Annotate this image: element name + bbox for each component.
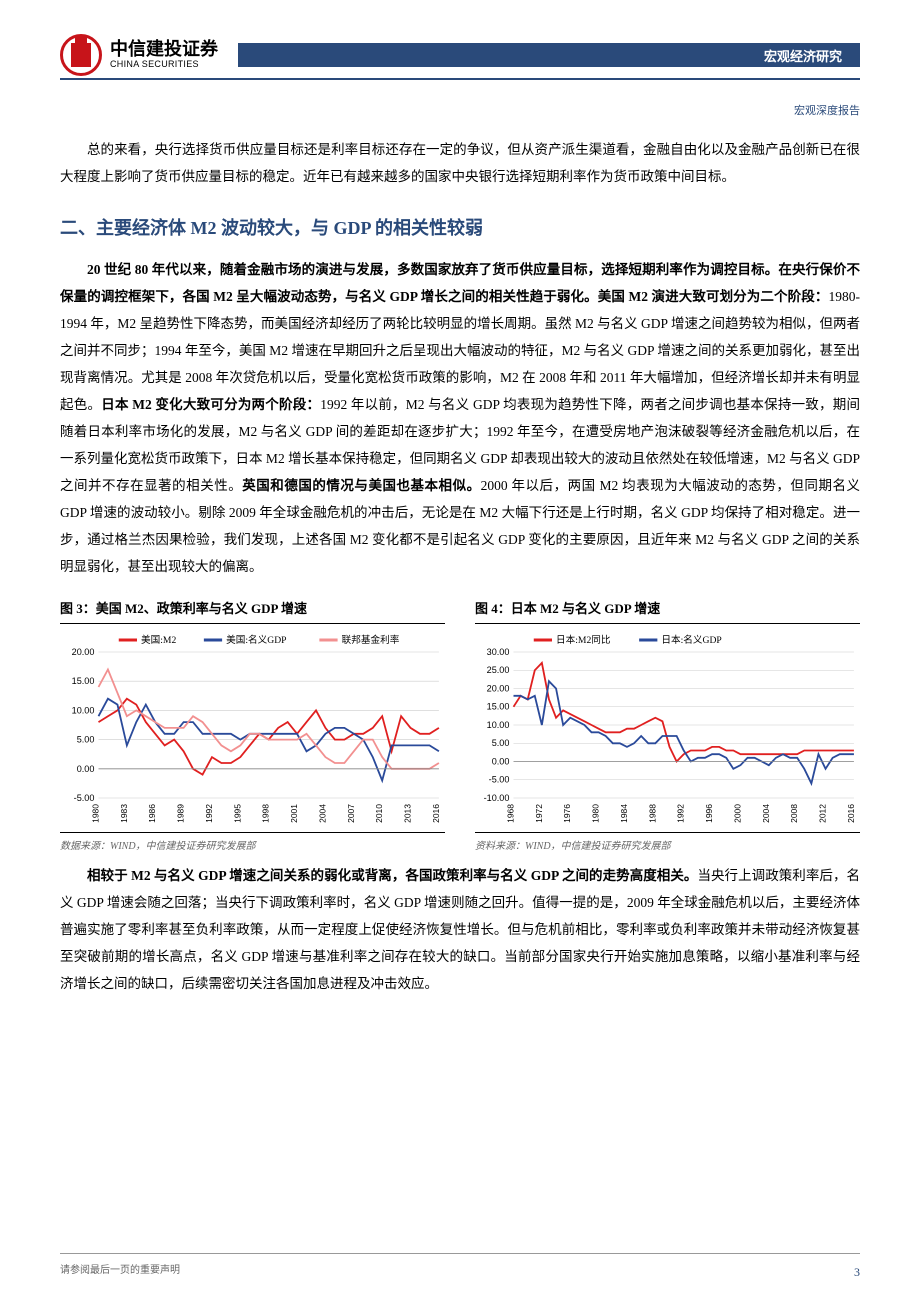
text-span: 1980-1994 年，M2 呈趋势性下降态势，而美国经济却经历了两轮比较明显的…	[60, 289, 860, 412]
svg-text:1988: 1988	[647, 804, 657, 823]
svg-text:美国:名义GDP: 美国:名义GDP	[226, 634, 286, 646]
chart-3-block: 图 3：美国 M2、政策利率与名义 GDP 增速 -5.00 0.00 5.00 10…	[60, 598, 445, 852]
svg-text:0.00: 0.00	[77, 764, 95, 774]
logo-en: CHINA SECURITIES	[110, 60, 218, 70]
svg-text:5.00: 5.00	[492, 738, 510, 748]
logo-cn: 中信建投证券	[110, 40, 218, 60]
svg-text:1995: 1995	[232, 804, 242, 823]
footer-disclaimer: 请参阅最后一页的重要声明	[60, 1265, 180, 1276]
divider	[475, 623, 860, 624]
footer: 请参阅最后一页的重要声明 3	[60, 1253, 860, 1278]
content: 总的来看，央行选择货币供应量目标还是利率目标还存在一定的争议，但从资产派生渠道看…	[0, 118, 920, 997]
svg-text:10.00: 10.00	[72, 705, 95, 715]
svg-text:1972: 1972	[534, 804, 544, 823]
svg-text:2001: 2001	[289, 804, 299, 823]
divider	[60, 1253, 860, 1254]
chart-3-source: 数据来源：WIND，中信建投证券研究发展部	[60, 837, 445, 852]
divider	[475, 832, 860, 833]
divider	[60, 623, 445, 624]
chart-3-canvas: -5.00 0.00 5.00 10.00 15.00 20.00 美国:M2 美国:名义GD…	[60, 630, 445, 830]
svg-text:2010: 2010	[374, 804, 384, 823]
logo-block: 中信建投证券 CHINA SECURITIES	[60, 34, 218, 76]
chart-4-source: 资料来源：WIND，中信建投证券研究发展部	[475, 837, 860, 852]
page-header: 中信建投证券 CHINA SECURITIES 宏观经济研究	[0, 0, 920, 90]
svg-text:-10.00: -10.00	[484, 793, 510, 803]
svg-text:1992: 1992	[204, 804, 214, 823]
section-title: 二、主要经济体 M2 波动较大，与 GDP 的相关性较弱	[60, 214, 860, 240]
svg-text:20.00: 20.00	[72, 647, 95, 657]
svg-text:2000: 2000	[732, 804, 742, 823]
svg-text:日本:M2同比: 日本:M2同比	[556, 634, 610, 646]
bold-span: 20 世纪 80 年代以来，随着金融市场的演进与发展，多数国家放弃了货币供应量目…	[87, 262, 778, 277]
header-underline	[60, 78, 860, 80]
svg-text:-5.00: -5.00	[489, 775, 510, 785]
header-bar-text: 宏观经济研究	[764, 46, 842, 65]
charts-row: 图 3：美国 M2、政策利率与名义 GDP 增速 -5.00 0.00 5.00 10…	[60, 598, 860, 852]
svg-text:1989: 1989	[176, 804, 186, 823]
svg-text:1998: 1998	[261, 804, 271, 823]
svg-text:2016: 2016	[846, 804, 856, 823]
svg-text:15.00: 15.00	[487, 702, 510, 712]
svg-text:-5.00: -5.00	[74, 793, 95, 803]
svg-text:1983: 1983	[119, 804, 129, 823]
svg-text:2008: 2008	[789, 804, 799, 823]
page-number: 3	[854, 1265, 860, 1280]
text-span: 当央行上调政策利率后，名义 GDP 增速会随之回落；当央行下调政策利率时，名义 …	[60, 868, 860, 991]
svg-text:10.00: 10.00	[487, 720, 510, 730]
svg-text:5.00: 5.00	[77, 735, 95, 745]
divider	[60, 832, 445, 833]
svg-text:1984: 1984	[619, 804, 629, 823]
svg-text:2004: 2004	[317, 804, 327, 823]
svg-text:1980: 1980	[90, 804, 100, 823]
body-paragraph-1: 20 世纪 80 年代以来，随着金融市场的演进与发展，多数国家放弃了货币供应量目…	[60, 256, 860, 580]
svg-text:1992: 1992	[676, 804, 686, 823]
svg-text:1980: 1980	[591, 804, 601, 823]
bold-span: 相较于 M2 与名义 GDP 增速之间关系的弱化或背离，各国政策利率与名义 GD…	[87, 868, 697, 883]
chart-3-title: 图 3：美国 M2、政策利率与名义 GDP 增速	[60, 598, 445, 617]
svg-text:2012: 2012	[818, 804, 828, 823]
svg-text:2004: 2004	[761, 804, 771, 823]
chart-4-block: 图 4：日本 M2 与名义 GDP 增速 -10.00 -5.00 0.00 5.00…	[475, 598, 860, 852]
svg-text:1976: 1976	[562, 804, 572, 823]
svg-text:2007: 2007	[346, 804, 356, 823]
svg-text:20.00: 20.00	[487, 684, 510, 694]
svg-text:30.00: 30.00	[487, 647, 510, 657]
chart-4-title: 图 4：日本 M2 与名义 GDP 增速	[475, 598, 860, 617]
chart-4-canvas: -10.00 -5.00 0.00 5.00 10.00 15.00 20.00 25.00 3…	[475, 630, 860, 830]
svg-text:2016: 2016	[431, 804, 441, 823]
intro-paragraph: 总的来看，央行选择货币供应量目标还是利率目标还存在一定的争议，但从资产派生渠道看…	[60, 136, 860, 190]
svg-text:美国:M2: 美国:M2	[141, 634, 176, 646]
svg-text:联邦基金利率: 联邦基金利率	[342, 634, 400, 646]
subheader: 宏观深度报告	[0, 90, 920, 118]
svg-text:15.00: 15.00	[72, 676, 95, 686]
body-paragraph-2: 相较于 M2 与名义 GDP 增速之间关系的弱化或背离，各国政策利率与名义 GD…	[60, 862, 860, 997]
svg-text:2013: 2013	[403, 804, 413, 823]
svg-text:1996: 1996	[704, 804, 714, 823]
svg-text:25.00: 25.00	[487, 665, 510, 675]
svg-text:1986: 1986	[147, 804, 157, 823]
svg-text:日本:名义GDP: 日本:名义GDP	[661, 634, 721, 646]
logo-icon	[60, 34, 102, 76]
bold-span: 英国和德国的情况与美国也基本相似。	[242, 478, 480, 493]
header-bar: 宏观经济研究	[238, 43, 860, 67]
bold-span: 日本 M2 变化大致可分为两个阶段：	[101, 397, 320, 412]
svg-text:0.00: 0.00	[492, 757, 510, 767]
svg-text:1968: 1968	[505, 804, 515, 823]
